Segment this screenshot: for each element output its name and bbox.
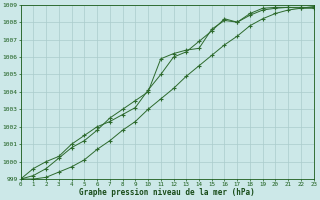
X-axis label: Graphe pression niveau de la mer (hPa): Graphe pression niveau de la mer (hPa) [79, 188, 255, 197]
